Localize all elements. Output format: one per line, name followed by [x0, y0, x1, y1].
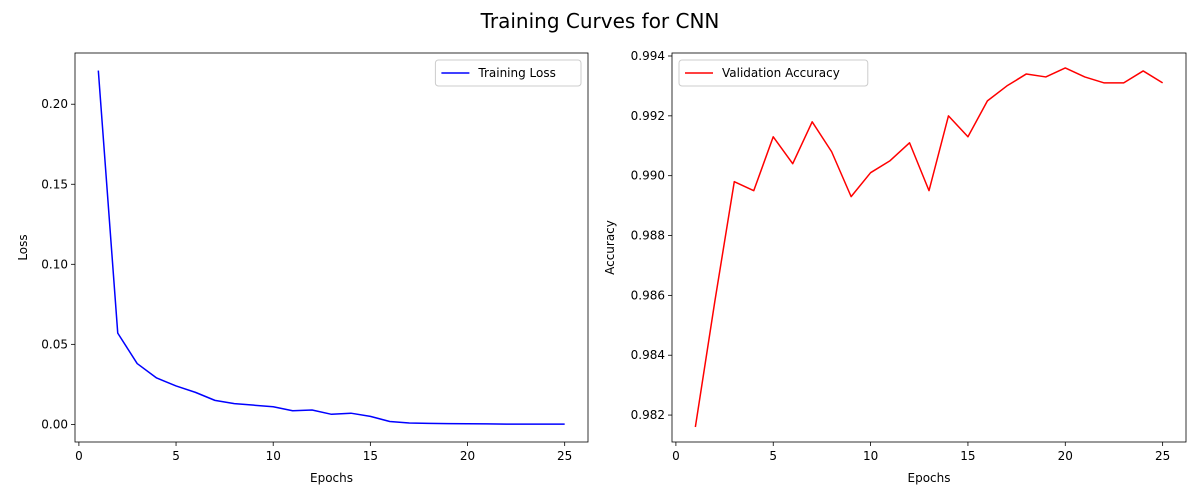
- loss-series-line: [97, 70, 565, 425]
- accuracy-legend-box: [678, 59, 869, 87]
- loss-x-tick-label: 10: [266, 449, 281, 463]
- accuracy-legend: Validation Accuracy: [678, 59, 869, 87]
- accuracy-x-tick-label: 15: [960, 449, 975, 463]
- accuracy-plot-frame: [671, 52, 1187, 443]
- loss-y-tick-label: 0.00: [41, 417, 68, 431]
- loss-legend-label: Training Loss: [477, 66, 555, 80]
- accuracy-y-tick-label: 0.990: [631, 169, 665, 183]
- loss-x-axis-label: Epochs: [310, 471, 353, 485]
- loss-x-tick-label: 15: [363, 449, 378, 463]
- accuracy-y-tick-label: 0.992: [631, 109, 665, 123]
- accuracy-x-tick-label: 5: [769, 449, 777, 463]
- loss-y-tick-label: 0.20: [41, 97, 68, 111]
- loss-x-tick-label: 5: [172, 449, 180, 463]
- accuracy-y-tick-label: 0.986: [631, 288, 665, 302]
- loss-x-tick-label: 25: [557, 449, 572, 463]
- loss-plot-frame: [74, 52, 589, 443]
- loss-legend-box: [434, 59, 582, 87]
- accuracy-y-tick-label: 0.988: [631, 229, 665, 243]
- figure-title: Training Curves for CNN: [480, 9, 720, 33]
- loss-legend: Training Loss: [434, 59, 582, 87]
- loss-y-tick-label: 0.10: [41, 257, 68, 271]
- loss-y-tick-label: 0.15: [41, 177, 68, 191]
- accuracy-y-tick-label: 0.984: [631, 348, 665, 362]
- loss-x-tick-label: 20: [460, 449, 475, 463]
- accuracy-y-axis-label: Accuracy: [603, 220, 617, 275]
- accuracy-x-tick-label: 25: [1155, 449, 1170, 463]
- accuracy-series-line: [694, 67, 1164, 428]
- accuracy-chart: 0 5 10 15 20 25 0.982 0.984 0.986 0.988 0.990 0.992…: [603, 49, 1187, 485]
- accuracy-y-tick-label: 0.982: [631, 408, 665, 422]
- accuracy-x-tick-label: 10: [863, 449, 878, 463]
- loss-y-tick-label: 0.05: [41, 337, 68, 351]
- accuracy-legend-label: Validation Accuracy: [722, 66, 840, 80]
- loss-chart: 0 5 10 15 20 25 0.00 0.05 0.10 0.15 0.20 Epochs Loss…: [16, 52, 589, 485]
- accuracy-x-tick-label: 0: [672, 449, 680, 463]
- accuracy-x-axis-label: Epochs: [908, 471, 951, 485]
- accuracy-y-tick-label: 0.994: [631, 49, 665, 63]
- loss-y-axis-label: Loss: [16, 234, 30, 260]
- accuracy-x-tick-label: 20: [1058, 449, 1073, 463]
- loss-x-tick-label: 0: [75, 449, 83, 463]
